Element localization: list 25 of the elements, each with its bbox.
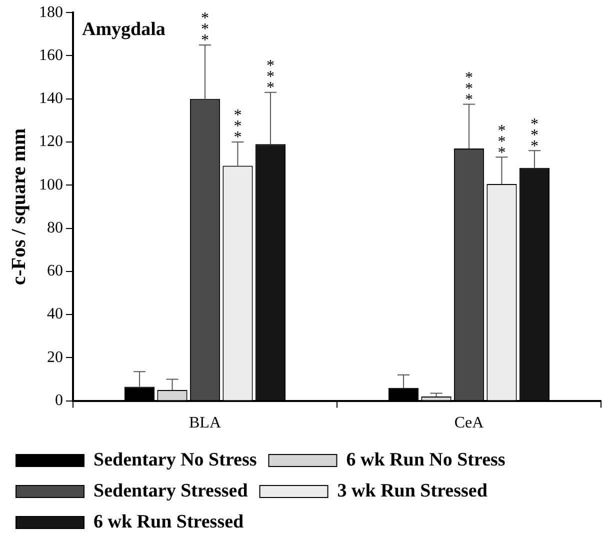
y-tick-label: 100	[39, 176, 63, 194]
annotation: ***	[498, 122, 506, 162]
annotation: ***	[530, 116, 538, 155]
legend-label: Sedentary No Stress	[94, 449, 257, 470]
annotation: ***	[201, 10, 209, 50]
y-tick-label: 0	[55, 392, 63, 410]
y-tick-label: 140	[39, 90, 63, 108]
y-tick-label: 80	[47, 219, 63, 236]
y-tick-label: 160	[39, 46, 63, 64]
legend-label: 6 wk Run No Stress	[346, 449, 506, 470]
chart-title: Amygdala	[82, 19, 166, 40]
x-tick-label: BLA	[189, 414, 222, 432]
y-axis-title: c-Fos / square mm	[8, 128, 30, 286]
legend-label: 6 wk Run Stressed	[94, 511, 244, 532]
legend-label: 3 wk Run Stressed	[337, 480, 488, 502]
x-tick-label: CeA	[454, 414, 484, 432]
y-tick-label: 180	[39, 4, 63, 21]
y-tick-label: 60	[47, 262, 63, 280]
legend-label: Sedentary Stressed	[94, 480, 248, 502]
y-tick-label: 40	[47, 306, 63, 323]
annotation: ***	[234, 107, 242, 146]
annotation: ***	[465, 69, 473, 108]
y-tick-label: 20	[47, 348, 63, 366]
annotation: ***	[266, 58, 274, 97]
y-tick-label: 120	[39, 133, 63, 150]
